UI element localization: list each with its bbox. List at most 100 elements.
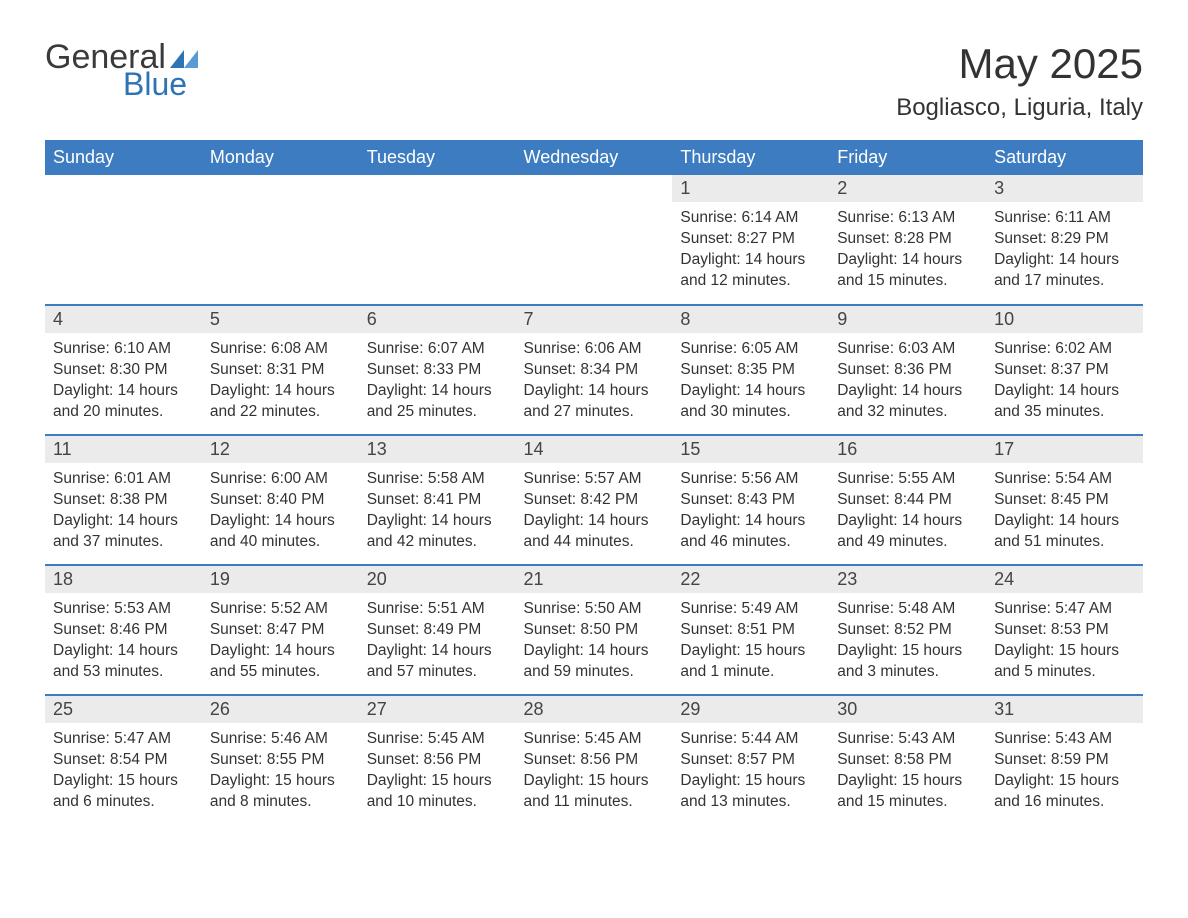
daylight-text: Daylight: 15 hours and 13 minutes. <box>680 771 821 813</box>
sunset-text: Sunset: 8:51 PM <box>680 620 821 641</box>
sunrise-text: Sunrise: 5:44 AM <box>680 729 821 750</box>
calendar-day-cell: 9Sunrise: 6:03 AMSunset: 8:36 PMDaylight… <box>829 305 986 435</box>
day-number: 22 <box>672 566 829 593</box>
day-number: 10 <box>986 306 1143 333</box>
daylight-text: Daylight: 15 hours and 10 minutes. <box>367 771 508 813</box>
sunset-text: Sunset: 8:36 PM <box>837 360 978 381</box>
daylight-text: Daylight: 14 hours and 46 minutes. <box>680 511 821 553</box>
day-number: 23 <box>829 566 986 593</box>
day-number: 3 <box>986 175 1143 202</box>
day-details: Sunrise: 6:01 AMSunset: 8:38 PMDaylight:… <box>45 463 202 563</box>
logo-triangle-icon <box>170 46 198 68</box>
daylight-text: Daylight: 15 hours and 8 minutes. <box>210 771 351 813</box>
daylight-text: Daylight: 14 hours and 59 minutes. <box>524 641 665 683</box>
sunset-text: Sunset: 8:33 PM <box>367 360 508 381</box>
daylight-text: Daylight: 14 hours and 51 minutes. <box>994 511 1135 553</box>
sunrise-text: Sunrise: 5:45 AM <box>524 729 665 750</box>
day-number: 20 <box>359 566 516 593</box>
day-details: Sunrise: 5:53 AMSunset: 8:46 PMDaylight:… <box>45 593 202 693</box>
weekday-header: Wednesday <box>516 140 673 175</box>
month-title: May 2025 <box>896 40 1143 88</box>
day-details: Sunrise: 6:10 AMSunset: 8:30 PMDaylight:… <box>45 333 202 433</box>
sunrise-text: Sunrise: 6:06 AM <box>524 339 665 360</box>
sunset-text: Sunset: 8:54 PM <box>53 750 194 771</box>
calendar-day-cell: 29Sunrise: 5:44 AMSunset: 8:57 PMDayligh… <box>672 695 829 825</box>
day-number: 8 <box>672 306 829 333</box>
day-details: Sunrise: 6:11 AMSunset: 8:29 PMDaylight:… <box>986 202 1143 302</box>
day-details: Sunrise: 5:48 AMSunset: 8:52 PMDaylight:… <box>829 593 986 693</box>
calendar-day-cell: 24Sunrise: 5:47 AMSunset: 8:53 PMDayligh… <box>986 565 1143 695</box>
calendar-day-cell: 10Sunrise: 6:02 AMSunset: 8:37 PMDayligh… <box>986 305 1143 435</box>
sunset-text: Sunset: 8:41 PM <box>367 490 508 511</box>
page-header: General Blue May 2025 Bogliasco, Liguria… <box>45 40 1143 122</box>
sunset-text: Sunset: 8:56 PM <box>367 750 508 771</box>
day-details: Sunrise: 6:08 AMSunset: 8:31 PMDaylight:… <box>202 333 359 433</box>
daylight-text: Daylight: 14 hours and 20 minutes. <box>53 381 194 423</box>
calendar-day-cell: 21 Sunrise: 5:50 AMSunset: 8:50 PMDayligh… <box>516 565 673 695</box>
calendar-day-cell: 16Sunrise: 5:55 AMSunset: 8:44 PMDayligh… <box>829 435 986 565</box>
sunset-text: Sunset: 8:38 PM <box>53 490 194 511</box>
calendar-day-cell: 8Sunrise: 6:05 AMSunset: 8:35 PMDaylight… <box>672 305 829 435</box>
calendar-day-cell <box>516 175 673 305</box>
calendar-day-cell: 6Sunrise: 6:07 AMSunset: 8:33 PMDaylight… <box>359 305 516 435</box>
weekday-header: Sunday <box>45 140 202 175</box>
sunset-text: Sunset: 8:56 PM <box>524 750 665 771</box>
daylight-text: Daylight: 14 hours and 44 minutes. <box>524 511 665 553</box>
location-text: Bogliasco, Liguria, Italy <box>896 94 1143 122</box>
day-details: Sunrise: 6:06 AMSunset: 8:34 PMDaylight:… <box>516 333 673 433</box>
calendar-day-cell <box>202 175 359 305</box>
sunset-text: Sunset: 8:47 PM <box>210 620 351 641</box>
calendar-week-row: 4Sunrise: 6:10 AMSunset: 8:30 PMDaylight… <box>45 305 1143 435</box>
daylight-text: Daylight: 14 hours and 15 minutes. <box>837 250 978 292</box>
day-number: 28 <box>516 696 673 723</box>
day-number: 7 <box>516 306 673 333</box>
sunset-text: Sunset: 8:43 PM <box>680 490 821 511</box>
sunrise-text: Sunrise: 6:03 AM <box>837 339 978 360</box>
daylight-text: Daylight: 15 hours and 16 minutes. <box>994 771 1135 813</box>
day-details: Sunrise: 6:07 AMSunset: 8:33 PMDaylight:… <box>359 333 516 433</box>
day-number: 12 <box>202 436 359 463</box>
sunrise-text: Sunrise: 6:08 AM <box>210 339 351 360</box>
calendar-day-cell: 3Sunrise: 6:11 AMSunset: 8:29 PMDaylight… <box>986 175 1143 305</box>
calendar-day-cell <box>45 175 202 305</box>
day-number: 4 <box>45 306 202 333</box>
sunrise-text: Sunrise: 5:48 AM <box>837 599 978 620</box>
sunrise-text: Sunrise: 6:14 AM <box>680 208 821 229</box>
sunset-text: Sunset: 8:28 PM <box>837 229 978 250</box>
calendar-day-cell: 26Sunrise: 5:46 AMSunset: 8:55 PMDayligh… <box>202 695 359 825</box>
calendar-day-cell: 4Sunrise: 6:10 AMSunset: 8:30 PMDaylight… <box>45 305 202 435</box>
day-number: 19 <box>202 566 359 593</box>
day-number: 21 <box>516 566 673 593</box>
sunrise-text: Sunrise: 5:47 AM <box>53 729 194 750</box>
day-details: Sunrise: 5:43 AMSunset: 8:59 PMDaylight:… <box>986 723 1143 823</box>
calendar-day-cell: 25Sunrise: 5:47 AMSunset: 8:54 PMDayligh… <box>45 695 202 825</box>
daylight-text: Daylight: 14 hours and 30 minutes. <box>680 381 821 423</box>
daylight-text: Daylight: 14 hours and 49 minutes. <box>837 511 978 553</box>
day-number: 18 <box>45 566 202 593</box>
sunrise-text: Sunrise: 5:58 AM <box>367 469 508 490</box>
weekday-header: Friday <box>829 140 986 175</box>
sunrise-text: Sunrise: 6:01 AM <box>53 469 194 490</box>
day-number: 11 <box>45 436 202 463</box>
day-number: 25 <box>45 696 202 723</box>
sunrise-text: Sunrise: 5:47 AM <box>994 599 1135 620</box>
day-number: 15 <box>672 436 829 463</box>
sunrise-text: Sunrise: 5:57 AM <box>524 469 665 490</box>
calendar-day-cell: 19Sunrise: 5:52 AMSunset: 8:47 PMDayligh… <box>202 565 359 695</box>
sunrise-text: Sunrise: 5:49 AM <box>680 599 821 620</box>
sunset-text: Sunset: 8:55 PM <box>210 750 351 771</box>
calendar-week-row: 1Sunrise: 6:14 AMSunset: 8:27 PMDaylight… <box>45 175 1143 305</box>
calendar-day-cell: 13Sunrise: 5:58 AMSunset: 8:41 PMDayligh… <box>359 435 516 565</box>
sunset-text: Sunset: 8:27 PM <box>680 229 821 250</box>
daylight-text: Daylight: 14 hours and 55 minutes. <box>210 641 351 683</box>
sunrise-text: Sunrise: 6:05 AM <box>680 339 821 360</box>
day-details: Sunrise: 5:56 AMSunset: 8:43 PMDaylight:… <box>672 463 829 563</box>
sunrise-text: Sunrise: 5:43 AM <box>837 729 978 750</box>
sunset-text: Sunset: 8:50 PM <box>524 620 665 641</box>
calendar-day-cell: 15Sunrise: 5:56 AMSunset: 8:43 PMDayligh… <box>672 435 829 565</box>
sunset-text: Sunset: 8:31 PM <box>210 360 351 381</box>
logo-text-blue: Blue <box>123 68 198 100</box>
sunrise-text: Sunrise: 5:50 AM <box>524 599 665 620</box>
calendar-week-row: 18Sunrise: 5:53 AMSunset: 8:46 PMDayligh… <box>45 565 1143 695</box>
sunrise-text: Sunrise: 6:00 AM <box>210 469 351 490</box>
